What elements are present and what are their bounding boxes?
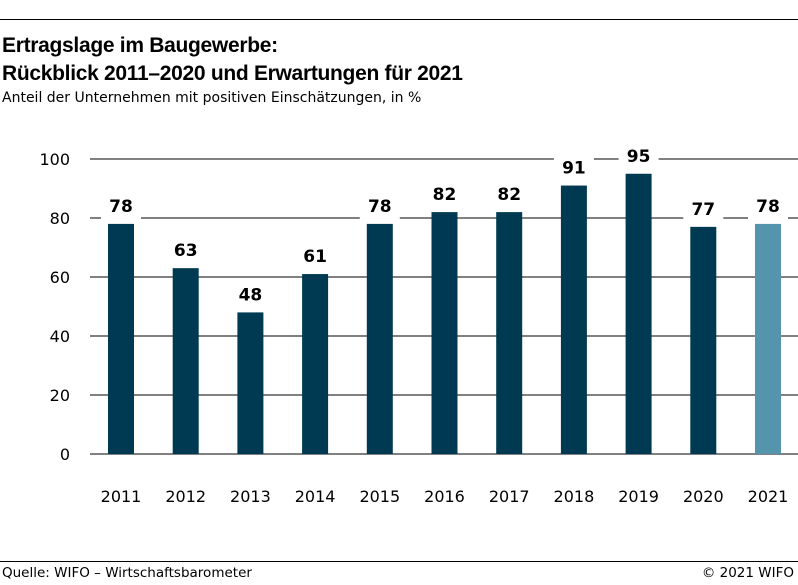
x-tick-label-2014: 2014 (295, 487, 336, 506)
y-tick-label-20: 20 (50, 386, 70, 405)
x-tick-label-2017: 2017 (489, 487, 530, 506)
bar-2016 (431, 212, 458, 454)
x-tick-label-2020: 2020 (683, 487, 724, 506)
y-tick-label-0: 0 (60, 445, 70, 464)
bar-2011 (108, 223, 134, 454)
x-tick-label-2015: 2015 (359, 487, 400, 506)
x-tick-label-2021: 2021 (748, 487, 789, 506)
chart-subtitle: Anteil der Unternehmen mit positiven Ein… (2, 90, 422, 106)
y-tick-label-80: 80 (50, 209, 70, 228)
y-tick-label-40: 40 (50, 327, 70, 346)
data-label-bg-2012 (165, 239, 206, 264)
data-label-2011: 78 (109, 197, 133, 217)
bar-2019 (625, 173, 652, 454)
data-label-bg-2013 (230, 283, 271, 308)
x-axis: 2011 2012 2013 2014 2015 2016 2017 2018 2019 2020… (101, 487, 789, 506)
bar-2015 (366, 223, 393, 454)
data-label-bg-2021 (748, 194, 788, 219)
data-label-2015: 78 (368, 197, 392, 217)
data-label-2019: 95 (627, 147, 651, 167)
bar-2018 (560, 185, 587, 455)
data-label-bg-2017 (489, 183, 530, 208)
data-label-bg-2018 (553, 156, 594, 181)
bar-2021 (755, 223, 781, 454)
y-tick-label-100: 100 (39, 150, 70, 169)
bottom-rule (0, 561, 798, 562)
bar-2013 (237, 312, 264, 454)
data-label-2016: 82 (433, 185, 457, 205)
chart-title-line1: Ertragslage im Baugewerbe: (2, 34, 278, 57)
data-label-2018: 91 (562, 159, 586, 179)
y-tick-label-60: 60 (50, 268, 70, 287)
top-rule (0, 19, 798, 20)
data-label-2012: 63 (174, 241, 198, 261)
data-label-2013: 48 (239, 285, 263, 305)
copyright-note: © 2021 WIFO (701, 565, 794, 581)
bars (108, 173, 781, 455)
bar-2012 (172, 268, 199, 454)
bar-chart: 0 20 40 60 80 100 78 63 48 61 78 82 82 91 95 77 78 2011… (39, 144, 798, 506)
y-axis: 0 20 40 60 80 100 (39, 150, 70, 464)
source-note: Quelle: WIFO – Wirtschaftsbarometer (2, 565, 252, 581)
x-tick-label-2016: 2016 (424, 487, 465, 506)
chart-title-line2: Rückblick 2011–2020 und Erwartungen für … (2, 62, 463, 85)
x-tick-label-2019: 2019 (618, 487, 659, 506)
x-tick-label-2011: 2011 (101, 487, 142, 506)
x-tick-label-2013: 2013 (230, 487, 271, 506)
data-label-bg-2020 (683, 197, 724, 222)
data-label-2021: 78 (756, 197, 780, 217)
data-labels: 78 63 48 61 78 82 82 91 95 77 78 (101, 144, 788, 308)
data-label-bg-2019 (618, 144, 659, 169)
data-label-2017: 82 (497, 185, 521, 205)
data-label-bg-2014 (295, 245, 336, 270)
data-label-bg-2015 (359, 194, 400, 219)
bar-2014 (302, 274, 329, 454)
data-label-bg-2016 (424, 183, 465, 208)
bar-2017 (496, 212, 523, 454)
x-tick-label-2012: 2012 (165, 487, 206, 506)
data-label-bg-2011 (101, 194, 141, 219)
data-label-2020: 77 (691, 200, 715, 220)
data-label-2014: 61 (303, 247, 327, 267)
x-tick-label-2018: 2018 (554, 487, 595, 506)
bar-2020 (690, 226, 717, 454)
